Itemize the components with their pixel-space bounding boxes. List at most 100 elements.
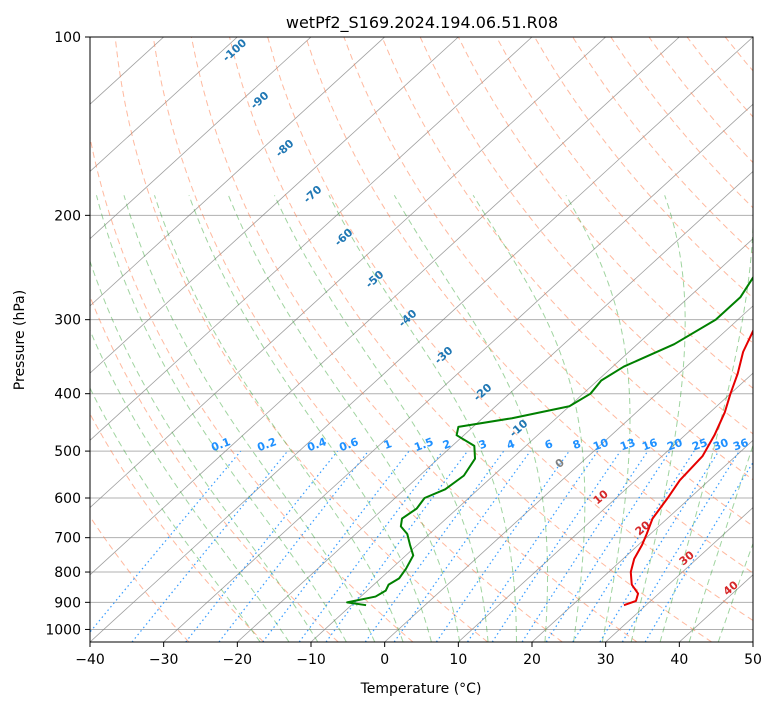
mixing-ratio-line [599, 450, 720, 642]
moist-adiabat [688, 443, 753, 642]
isotherm-line [90, 37, 459, 374]
y-tick-label: 600 [54, 491, 81, 507]
mixing-ratio-line [572, 450, 695, 642]
isotherm-line [458, 372, 753, 642]
y-tick-label: 900 [54, 595, 81, 611]
dry-adiabat [267, 37, 753, 622]
isotherm-line [90, 37, 606, 509]
dry-adiabat [534, 37, 753, 299]
mixing-ratio-line [621, 450, 740, 642]
isotherm-line [237, 170, 753, 642]
sounding-series [346, 275, 753, 607]
mixing-ratio-line [131, 450, 289, 642]
mixing-ratio-label: 36 [731, 436, 750, 454]
moist-adiabat [227, 195, 461, 642]
y-axis: 100 200 300 400 500 600 700 800 900 1000 [45, 30, 90, 638]
moist-adiabat [154, 195, 404, 642]
isotherm-line [163, 103, 753, 642]
mixing-ratio-label: 16 [640, 436, 659, 454]
moist-adiabat [188, 195, 432, 642]
sounding-line [346, 275, 753, 607]
y-axis-title: Pressure (hPa) [12, 290, 28, 390]
mixing-ratio-label: 8 [571, 437, 583, 452]
sounding-line [623, 328, 753, 607]
isotherm-line [90, 37, 680, 576]
x-tick-label: 40 [670, 652, 688, 668]
x-tick-label: −40 [75, 652, 105, 668]
x-tick-label: 0 [380, 652, 389, 668]
moist-adiabat [95, 195, 347, 642]
mixing-ratio-label: 3 [477, 437, 489, 452]
y-tick-label: 200 [54, 208, 81, 224]
x-tick-label: −10 [296, 652, 326, 668]
mixing-ratio-label: 4 [505, 437, 517, 452]
isotherm-line [531, 439, 753, 642]
dry-adiabat [305, 37, 753, 574]
y-tick-label: 800 [54, 565, 81, 581]
isotherm-line [90, 37, 238, 172]
dry-adiabat [229, 37, 713, 642]
mixing-ratio-line [491, 450, 621, 642]
dry-adiabat [152, 37, 563, 642]
mixing-ratio-line [521, 450, 649, 642]
moist-adiabat [274, 195, 489, 642]
mixing-ratio-label: 2 [441, 437, 453, 452]
mixing-ratio-label: 30 [711, 436, 730, 454]
mixing-ratio-label: 6 [543, 437, 555, 452]
mixing-ratio-line [393, 450, 531, 642]
dry-adiabat [495, 37, 753, 344]
mixing-ratio-label: 0.2 [255, 435, 278, 454]
mixing-ratio-line [435, 450, 570, 642]
dry-adiabat [90, 515, 190, 642]
mixing-ratio-label: 25 [690, 436, 709, 453]
isotherm-line [384, 305, 753, 642]
moist-adiabat [717, 542, 753, 642]
dry-adiabat [763, 37, 775, 642]
isotherm-line [90, 37, 533, 441]
y-tick-label: 700 [54, 531, 81, 547]
isotherm-line [90, 37, 312, 240]
x-tick-label: 50 [744, 652, 762, 668]
dry-adiabat [343, 37, 753, 527]
moist-adiabat [90, 259, 319, 642]
x-tick-label: −30 [149, 652, 179, 668]
isotherm-line [90, 37, 753, 642]
y-tick-label: 1000 [45, 622, 81, 638]
mixing-ratio-line [545, 450, 671, 642]
x-tick-label: −20 [223, 652, 253, 668]
mixing-ratio-label: 20 [665, 436, 684, 454]
mixing-ratio-label: 0.1 [209, 435, 232, 454]
plot-frame [89, 36, 754, 643]
moist-adiabat [472, 195, 586, 642]
isotherm-line [90, 37, 385, 307]
x-axis: −40 −30 −20 −10 0 10 20 30 40 50 [75, 642, 762, 668]
dry-adiabat [90, 134, 414, 642]
isotherm-line [752, 641, 753, 642]
dry-adiabat [90, 412, 264, 642]
mixing-ratio-line [467, 450, 599, 642]
isotherm-line [605, 507, 753, 642]
isotherm-line [310, 238, 753, 642]
mixing-ratio-label: 10 [591, 436, 610, 454]
y-tick-label: 300 [54, 313, 81, 329]
chart-title: wetPf2_S169.2024.194.06.51.R08 [286, 13, 558, 33]
dry-adiabat [381, 37, 753, 481]
y-tick-label: 400 [54, 387, 81, 403]
mixing-ratio-line [644, 461, 753, 642]
mixing-ratio-label: 0.4 [305, 435, 328, 454]
x-axis-title: Temperature (°C) [360, 681, 482, 697]
mixing-ratio-line [262, 450, 410, 642]
dry-adiabat [457, 37, 753, 389]
mixing-ratio-label: 1 [382, 437, 394, 452]
x-tick-label: 10 [449, 652, 467, 668]
y-tick-label: 500 [54, 444, 81, 460]
x-tick-label: 30 [597, 652, 615, 668]
mixing-ratio-label: 1.5 [412, 435, 435, 454]
mixing-ratio-line [185, 450, 339, 642]
mixing-ratio-label: 13 [618, 436, 637, 453]
dry-adiabat [114, 37, 488, 642]
y-tick-label: 100 [54, 30, 81, 46]
mixing-ratio-label: 0.6 [337, 435, 360, 454]
moist-adiabat [565, 195, 631, 642]
